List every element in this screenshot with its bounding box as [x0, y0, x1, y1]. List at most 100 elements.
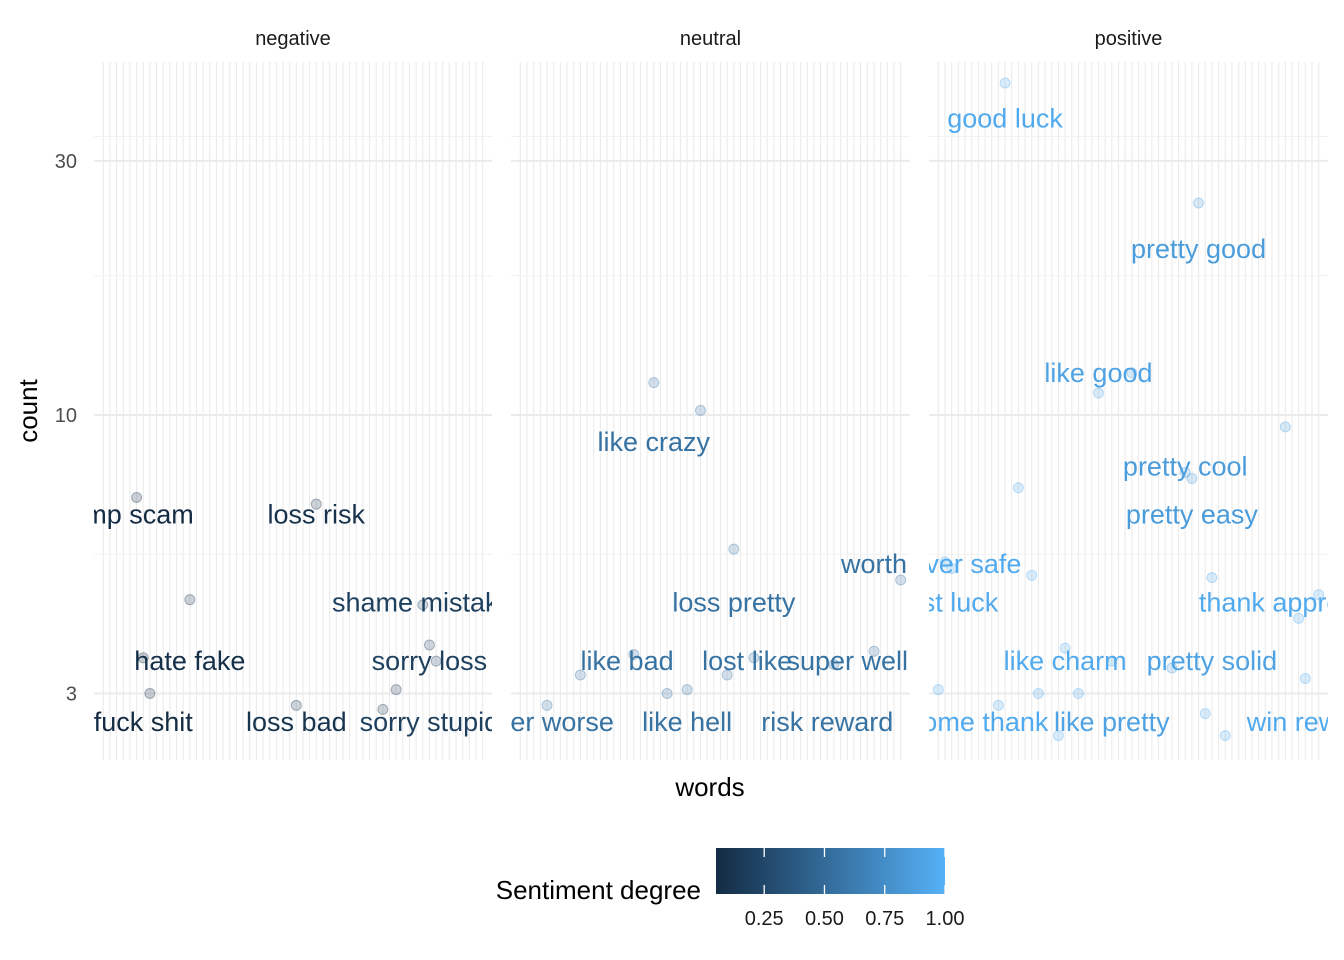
- word-pair-label: hate fake: [134, 646, 245, 676]
- data-point: [1193, 197, 1205, 209]
- word-pair-label: trump scam: [53, 500, 194, 530]
- data-point: [1199, 708, 1211, 720]
- facet-panels: negative trump scam hate fake fuck shit loss…: [53, 28, 1344, 760]
- word-pair-label: like crazy: [598, 427, 711, 457]
- legend-tick-label: 0.50: [805, 908, 844, 930]
- data-point: [390, 684, 402, 696]
- word-pair-label: like bad: [581, 646, 674, 676]
- y-axis-title: count: [13, 378, 43, 442]
- panel-marks: good luck pretty good like good pretty cool…: [867, 77, 1344, 742]
- word-pair-label: like pretty: [1054, 707, 1170, 737]
- word-pair-label: thank appreciate: [1199, 587, 1344, 617]
- data-point: [1179, 466, 1191, 478]
- data-point: [1092, 387, 1104, 399]
- y-tick-label: 10: [55, 405, 77, 427]
- y-tick-label: 30: [55, 151, 77, 173]
- data-point: [184, 594, 196, 606]
- data-point: [999, 77, 1011, 89]
- grid: [929, 62, 1328, 760]
- word-pair-label: good luck: [947, 104, 1063, 134]
- word-pair-label: never worse: [467, 707, 614, 737]
- data-point: [694, 404, 706, 416]
- data-point: [1052, 730, 1064, 742]
- data-point: [1026, 569, 1038, 581]
- data-point: [310, 498, 322, 510]
- data-point: [939, 556, 951, 568]
- data-point: [681, 684, 693, 696]
- legend-tick-label: 0.75: [865, 908, 904, 930]
- word-pair-label: like hell: [642, 707, 732, 737]
- legend-ticks: 0.25 0.50 0.75 1.00: [745, 848, 965, 930]
- word-pair-label: pretty good: [1131, 234, 1266, 264]
- data-point: [290, 699, 302, 711]
- legend-tick-label: 0.25: [745, 908, 784, 930]
- data-point: [1299, 673, 1311, 685]
- data-point: [1126, 367, 1138, 379]
- data-point: [1106, 655, 1118, 667]
- data-point: [946, 562, 958, 574]
- data-point: [423, 639, 435, 651]
- data-point: [1072, 687, 1084, 699]
- data-point: [992, 699, 1004, 711]
- word-pair-label: pretty easy: [1126, 500, 1259, 530]
- data-point: [1166, 662, 1178, 674]
- grid: [94, 62, 492, 760]
- grid: [511, 62, 910, 760]
- data-point: [1279, 421, 1291, 433]
- data-point: [1012, 482, 1024, 494]
- word-pair-label: lost like: [702, 646, 792, 676]
- facet-strip-label: negative: [255, 28, 331, 50]
- data-point: [648, 377, 660, 389]
- word-pair-label: sorry stupid: [360, 707, 500, 737]
- data-point: [748, 652, 760, 664]
- data-point: [895, 574, 907, 586]
- panel-marks: like crazy loss pretty worth like bad lost l…: [467, 377, 909, 737]
- legend-colorbar: [716, 848, 945, 894]
- data-point: [1206, 572, 1218, 584]
- data-point: [728, 543, 740, 555]
- data-point: [417, 599, 429, 611]
- data-point: [430, 655, 442, 667]
- data-point: [574, 669, 586, 681]
- legend-tick-label: 1.00: [926, 908, 965, 930]
- data-point: [541, 699, 553, 711]
- word-pair-label: like good: [1044, 358, 1152, 388]
- word-pair-label: super well: [787, 646, 909, 676]
- facet-strip-label: positive: [1095, 28, 1163, 50]
- data-point: [932, 684, 944, 696]
- word-pair-label: sorry loss: [372, 646, 488, 676]
- word-pair-label: shame mistake: [332, 587, 514, 617]
- data-point: [1219, 730, 1231, 742]
- legend-title: Sentiment degree: [496, 875, 701, 905]
- x-axis-title: words: [674, 772, 744, 802]
- word-pair-label: like charm: [1004, 646, 1127, 676]
- data-point: [828, 659, 840, 671]
- word-pair-label: welcome thank: [867, 707, 1049, 737]
- word-pair-label: loss pretty: [672, 587, 796, 617]
- word-pair-label: best luck: [892, 587, 999, 617]
- data-point: [1293, 612, 1305, 624]
- data-point: [721, 669, 733, 681]
- word-pair-label: pretty cool: [1123, 452, 1248, 482]
- data-point: [131, 491, 143, 503]
- data-point: [1032, 687, 1044, 699]
- word-pair-label: worth: [840, 549, 907, 579]
- data-point: [144, 687, 156, 699]
- y-axis: count 3 10 30: [13, 151, 77, 706]
- word-pair-label: fuck shit: [94, 707, 194, 737]
- panel-marks: trump scam hate fake fuck shit loss risk los…: [53, 491, 514, 737]
- facet-panel-neutral: neutral like crazy loss pretty worth like ba…: [467, 28, 910, 760]
- data-point: [868, 645, 880, 657]
- data-point: [628, 649, 640, 661]
- word-pair-label: pretty solid: [1147, 646, 1278, 676]
- word-pair-label: win reward: [1246, 707, 1344, 737]
- data-point: [377, 703, 389, 715]
- y-tick-label: 3: [66, 683, 77, 705]
- data-point: [661, 687, 673, 699]
- word-pair-label: risk reward: [761, 707, 893, 737]
- data-point: [1186, 472, 1198, 484]
- word-pair-label: never safe: [895, 549, 1021, 579]
- facet-panel-positive: positive good luck pretty good like good pre…: [867, 28, 1344, 760]
- data-point: [1059, 642, 1071, 654]
